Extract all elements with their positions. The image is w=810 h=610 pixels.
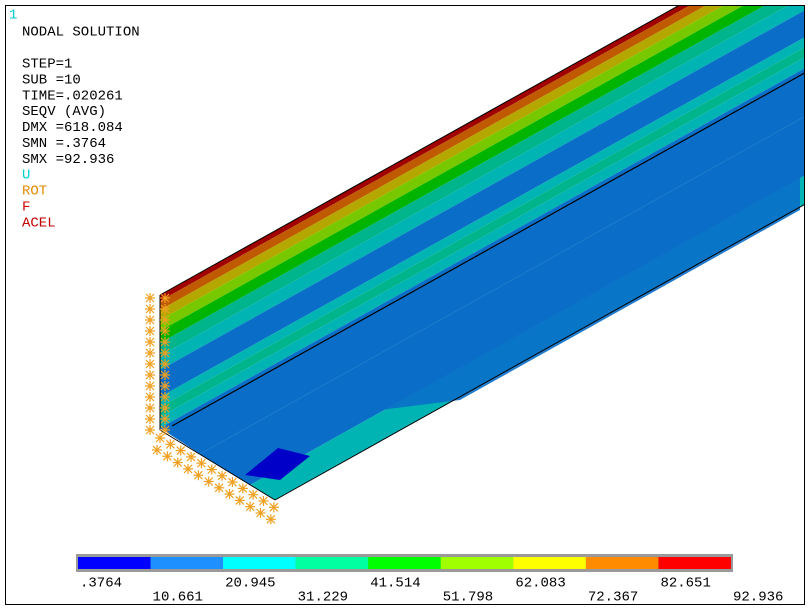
legend-label: 51.798 xyxy=(443,590,493,606)
info-line: SUB =10 xyxy=(22,72,81,88)
legend-label: 62.083 xyxy=(515,576,565,592)
edge-line xyxy=(171,72,804,427)
legend-label: 82.651 xyxy=(660,576,710,592)
contour-band xyxy=(160,57,804,428)
edge-line xyxy=(159,6,679,296)
viewport-frame xyxy=(5,5,805,605)
legend-swatch xyxy=(223,557,296,569)
edge-line xyxy=(274,204,804,501)
window-number: 1 xyxy=(9,8,17,24)
info-line: TIME=.020261 xyxy=(22,88,123,104)
legend-label: 72.367 xyxy=(588,590,638,606)
boundary-label: ACEL xyxy=(22,216,56,232)
boundary-label: U xyxy=(22,168,30,184)
legend-label: 31.229 xyxy=(298,590,348,606)
legend-label: .3764 xyxy=(80,576,122,592)
boundary-label: F xyxy=(22,200,30,216)
contour-band xyxy=(160,47,804,417)
info-line: DMX =618.084 xyxy=(22,120,123,136)
contour-band xyxy=(200,116,804,485)
contour-legend: .3764 10.661 20.945 31.229 41.514 51.798 62.08… xyxy=(76,554,783,606)
edge-line xyxy=(159,429,276,501)
legend-swatch xyxy=(150,557,224,569)
legend-label: 41.514 xyxy=(370,576,420,592)
legend-swatch xyxy=(368,557,441,569)
legend-swatch xyxy=(585,557,659,569)
legend-label: 10.661 xyxy=(153,590,203,606)
info-line: SMX =92.936 xyxy=(22,152,114,168)
low-stress-patch xyxy=(245,448,310,480)
boundary-label: ROT xyxy=(22,184,47,200)
legend-swatch xyxy=(78,557,151,569)
info-line: NODAL SOLUTION xyxy=(22,25,140,41)
legend-label: 92.936 xyxy=(733,590,783,606)
contour-band xyxy=(160,10,804,397)
legend-swatch xyxy=(295,557,369,569)
contour-band xyxy=(160,68,804,454)
contour-band xyxy=(160,6,804,370)
info-line: STEP=1 xyxy=(22,57,72,73)
legend-label: 20.945 xyxy=(225,576,275,592)
info-line: SEQV (AVG) xyxy=(22,104,106,120)
support-symbols xyxy=(145,293,279,525)
legend-swatch xyxy=(658,557,731,569)
contour-band xyxy=(160,37,804,407)
legend-swatch xyxy=(513,557,586,569)
beam-model xyxy=(159,6,804,501)
legend-swatch xyxy=(440,557,514,569)
info-line: SMN =.3764 xyxy=(22,136,106,152)
